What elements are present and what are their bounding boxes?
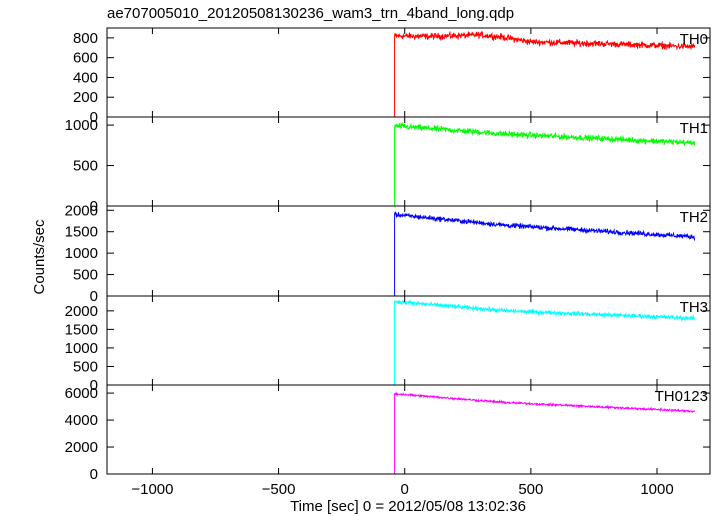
y-tick-label: 1000 xyxy=(65,340,98,357)
y-tick-label: 500 xyxy=(73,358,98,375)
y-tick-label: 600 xyxy=(73,50,98,67)
y-tick-label: 0 xyxy=(90,377,98,394)
panel-th0: 0 200 400 600 800 TH0 xyxy=(73,27,711,126)
y-tick-label: 800 xyxy=(73,30,98,47)
y-tick-label: 1500 xyxy=(65,224,98,241)
x-axis: −1000 −500 0 500 1000 xyxy=(131,481,673,498)
y-tick-label: 200 xyxy=(73,89,98,106)
y-axis-label: Counts/sec xyxy=(31,219,48,295)
x-tick-label: 0 xyxy=(401,481,409,498)
x-axis-label: Time [sec] 0 = 2012/05/08 13:02:36 xyxy=(290,498,526,515)
panel-th1: 0 500 1000 TH1 xyxy=(65,116,711,215)
y-tick-label: 400 xyxy=(73,69,98,86)
panel-label: TH3 xyxy=(680,299,708,316)
series-line-th2 xyxy=(114,211,696,297)
panel-frame xyxy=(106,295,711,386)
y-tick-label: 0 xyxy=(90,288,98,305)
y-tick-label: 1000 xyxy=(65,245,98,262)
y-tick-label: 1000 xyxy=(65,117,98,134)
series-line-th1 xyxy=(114,121,696,207)
y-tick-label: 2000 xyxy=(65,303,98,320)
x-tick-label: −500 xyxy=(262,481,296,498)
y-tick-label: 2000 xyxy=(65,439,98,456)
panel-frame xyxy=(106,27,711,118)
y-tick-label: 4000 xyxy=(65,412,98,429)
series-line-th3 xyxy=(114,299,695,386)
panel-frame xyxy=(106,384,711,475)
y-tick-label: 1500 xyxy=(65,321,98,338)
y-tick-label: 6000 xyxy=(65,385,98,402)
x-tick-label: 500 xyxy=(518,481,543,498)
panel-th2: 0 500 1000 1500 2000 TH2 xyxy=(65,202,711,305)
panel-label: TH0 xyxy=(680,31,708,48)
y-tick-label: 500 xyxy=(73,158,98,175)
x-tick-label: 1000 xyxy=(640,481,673,498)
panel-label: TH0123 xyxy=(655,388,708,405)
y-tick-label: 500 xyxy=(73,267,98,284)
panel-label: TH1 xyxy=(680,120,708,137)
y-tick-label: 0 xyxy=(90,198,98,215)
y-tick-label: 0 xyxy=(90,109,98,126)
panel-th0123: 0 2000 4000 6000 TH0123 xyxy=(65,384,711,483)
panel-frame xyxy=(106,205,711,297)
series-line-th0 xyxy=(114,31,696,118)
y-tick-label: 0 xyxy=(90,466,98,483)
series-line-th0123 xyxy=(114,391,696,475)
panel-label: TH2 xyxy=(680,209,708,226)
chart-title: ae707005010_20120508130236_wam3_trn_4ban… xyxy=(107,5,514,22)
x-tick-label: −1000 xyxy=(131,481,173,498)
y-tick-label: 2000 xyxy=(65,202,98,219)
panel-frame xyxy=(106,116,711,207)
